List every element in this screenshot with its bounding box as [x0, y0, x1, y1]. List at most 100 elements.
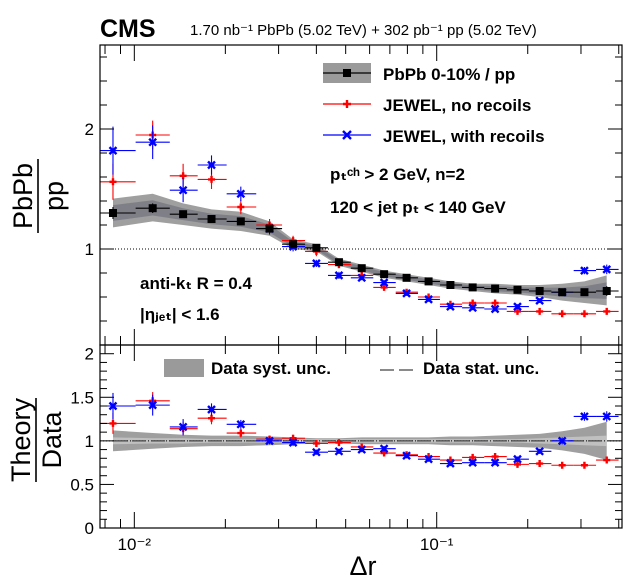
bottom-syst-band-layer	[113, 421, 607, 460]
bottom-no-recoils-point	[558, 461, 566, 469]
bottom-with-recoils-point	[402, 451, 411, 461]
bottom-with-recoils-point	[424, 454, 433, 464]
legend-label-syst: Data syst. unc.	[211, 359, 331, 378]
bottom-no-recoils-point	[469, 453, 477, 461]
top-with-recoils-point	[108, 146, 118, 155]
bottom-with-recoils-point	[535, 446, 544, 456]
y-tick-label: 2	[85, 345, 94, 364]
top-with-recoils-point	[178, 185, 188, 195]
y-tick-label: 0.5	[70, 475, 94, 494]
bottom-no-recoils-point	[335, 439, 343, 447]
bottom-with-recoils-point	[265, 436, 274, 446]
x-axis-label: Δr	[349, 551, 376, 580]
top-no-recoils-point	[237, 203, 245, 211]
top-data-point	[289, 240, 298, 249]
x-tick-label: 10⁻¹	[420, 535, 454, 554]
bottom-y-axis-label: Theory Data	[6, 397, 67, 482]
top-data-point	[424, 277, 433, 286]
top-no-recoils-point	[603, 307, 611, 315]
top-data-point	[468, 283, 477, 292]
top-data-point	[380, 270, 389, 279]
legend-data-marker	[343, 69, 351, 77]
legend-label-stat: Data stat. unc.	[423, 359, 539, 378]
top-data-point	[558, 288, 567, 297]
top-data-point	[312, 243, 321, 252]
jet-algorithm-annotation: anti-kₜ R = 0.4	[140, 274, 252, 293]
top-no-recoils-point	[580, 310, 588, 318]
top-plot-frame	[99, 44, 623, 346]
top-with-recoils-point	[334, 271, 344, 280]
top-with-recoils-point	[207, 160, 216, 170]
top-data-point	[535, 287, 544, 295]
bottom-with-recoils-point	[379, 444, 389, 454]
bottom-with-recoils-point	[288, 438, 298, 447]
legend-entry-with-recoils: JEWEL, with recoils	[323, 127, 545, 146]
bottom-no-recoils-point	[513, 460, 521, 468]
y-tick-label: 0	[85, 519, 94, 538]
cut-annotation-jet-pt: 120 < jet pₜ < 140 GeV	[330, 198, 506, 217]
bottom-with-recoils-point	[446, 459, 455, 468]
bottom-y-label-numerator: Theory	[6, 397, 36, 482]
top-data-point	[513, 285, 522, 294]
bottom-axis-ticks: 10⁻² 10⁻¹ 0 0.5 1 1.5 2	[70, 344, 622, 554]
top-data-point	[491, 284, 500, 293]
bottom-y-label-denominator: Data	[37, 411, 67, 469]
bottom-with-recoils-point	[580, 412, 589, 421]
legend-label-no-recoils: JEWEL, no recoils	[383, 96, 531, 115]
top-no-recoils-point	[380, 283, 388, 291]
top-no-recoils-point	[179, 172, 187, 180]
top-legend: PbPb 0-10% / pp JEWEL, no recoils JEWEL,…	[323, 63, 545, 146]
bottom-with-recoils-point	[207, 405, 216, 414]
top-with-recoils-point	[580, 266, 589, 275]
top-data-point	[179, 210, 188, 219]
top-no-recoils-point	[536, 307, 544, 315]
top-data-point	[357, 264, 366, 273]
jet-eta-annotation: |ηⱼₑₜ| < 1.6	[140, 305, 220, 324]
top-data-point	[108, 209, 117, 217]
legend-with-recoils-marker	[342, 130, 352, 140]
top-data-point	[265, 224, 274, 233]
top-data-point	[580, 288, 589, 297]
legend-entry-data: PbPb 0-10% / pp	[323, 63, 515, 84]
top-with-recoils-point	[424, 295, 433, 304]
bottom-with-recoils-point	[513, 454, 522, 464]
bottom-no-recoils-point	[312, 439, 320, 447]
top-with-recoils-point	[148, 137, 158, 147]
top-no-recoils-point	[558, 310, 566, 318]
bottom-with-recoils-point	[357, 445, 367, 454]
cut-annotation-track-pt: pₜᶜʰ > 2 GeV, n=2	[330, 165, 465, 184]
bottom-no-recoils-point	[603, 456, 611, 464]
bottom-no-recoils-point	[580, 461, 588, 469]
bottom-with-recoils-point	[334, 446, 344, 456]
top-axis-ticks: 12	[85, 45, 622, 346]
top-with-recoils-point	[468, 303, 478, 313]
bottom-no-recoils-point	[208, 414, 216, 422]
top-data-point	[402, 273, 411, 282]
top-with-recoils-point	[602, 265, 612, 274]
top-syst-band-inner	[113, 200, 607, 299]
top-with-recoils-point	[379, 278, 389, 287]
y-tick-label: 1	[85, 432, 94, 451]
y-tick-label: 1	[85, 240, 94, 259]
top-y-label-numerator: PbPb	[8, 163, 38, 229]
bottom-with-recoils-point	[602, 412, 612, 421]
bottom-no-recoils-point	[237, 429, 245, 437]
top-y-label-denominator: pp	[39, 181, 69, 211]
top-no-recoils-point	[469, 299, 477, 307]
luminosity-label: 1.70 nb⁻¹ PbPb (5.02 TeV) + 302 pb⁻¹ pp …	[190, 22, 537, 39]
legend-syst-swatch	[164, 359, 204, 377]
y-tick-label: 1.5	[70, 388, 94, 407]
top-no-recoils-point	[491, 299, 499, 307]
bottom-series-layer	[100, 392, 619, 469]
top-data-point	[334, 258, 343, 267]
bottom-no-recoils-point	[491, 453, 499, 461]
bottom-stat-band	[113, 435, 607, 447]
top-data-point	[148, 204, 157, 213]
bottom-no-recoils-point	[109, 419, 117, 427]
top-with-recoils-point	[446, 302, 455, 311]
bottom-with-recoils-point	[468, 458, 478, 467]
top-with-recoils-point	[357, 273, 367, 283]
top-no-recoils-point	[513, 307, 521, 315]
top-with-recoils-point	[236, 189, 246, 199]
